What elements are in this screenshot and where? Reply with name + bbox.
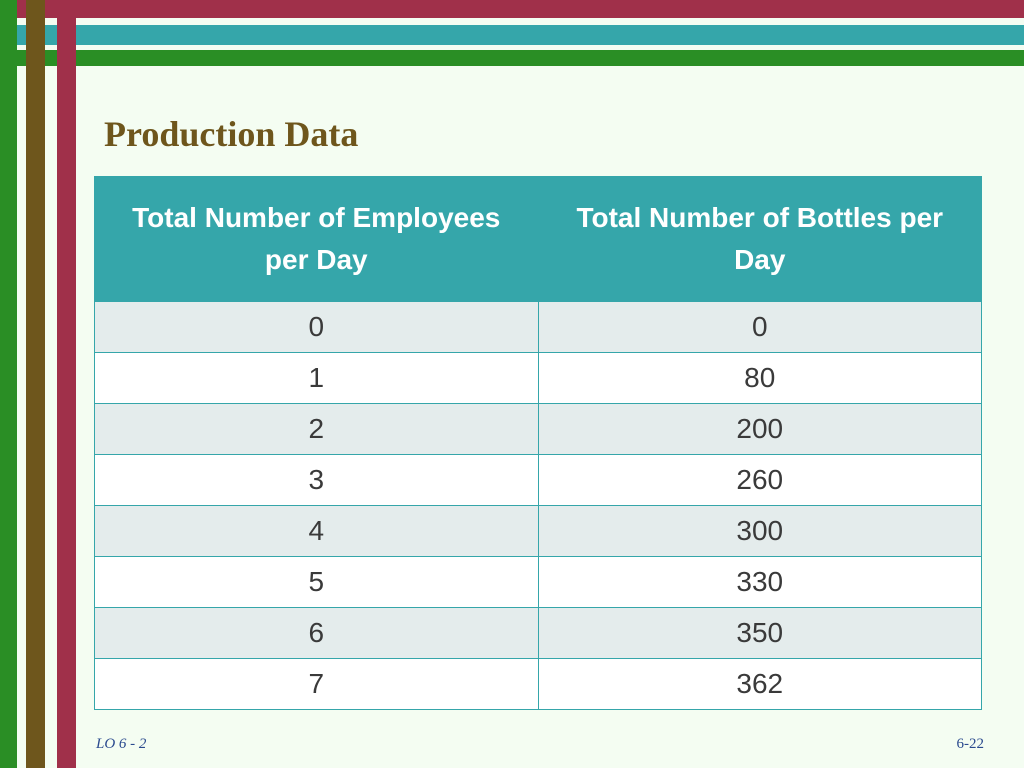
table-row: 3 260	[94, 454, 982, 506]
header-employees: Total Number of Employees per Day	[94, 176, 539, 302]
table-row: 7 362	[94, 658, 982, 710]
left-olive-stripe	[26, 0, 45, 768]
cell-employees: 0	[94, 301, 539, 353]
cell-employees: 6	[94, 607, 539, 659]
table-row: 1 80	[94, 352, 982, 404]
cell-bottles: 300	[537, 505, 982, 557]
learning-objective-label: LO 6 - 2	[96, 736, 147, 752]
production-table: Total Number of Employees per Day Total …	[94, 176, 982, 710]
table-row: 0 0	[94, 301, 982, 353]
top-crimson-stripe	[0, 0, 1024, 18]
top-teal-stripe	[16, 25, 1024, 45]
table-row: 5 330	[94, 556, 982, 608]
cell-employees: 1	[94, 352, 539, 404]
cell-bottles: 260	[537, 454, 982, 506]
table-row: 6 350	[94, 607, 982, 659]
cell-bottles: 330	[537, 556, 982, 608]
cell-bottles: 0	[537, 301, 982, 353]
cell-bottles: 362	[537, 658, 982, 710]
slide-title: Production Data	[104, 114, 359, 154]
slide-number: 6-22	[956, 736, 985, 752]
table-row: 2 200	[94, 403, 982, 455]
table-header-row: Total Number of Employees per Day Total …	[94, 176, 982, 302]
header-bottles: Total Number of Bottles per Day	[537, 176, 982, 302]
cell-employees: 3	[94, 454, 539, 506]
left-crimson-stripe	[57, 0, 76, 768]
left-green-stripe	[0, 0, 17, 768]
cell-employees: 5	[94, 556, 539, 608]
cell-bottles: 200	[537, 403, 982, 455]
cell-bottles: 350	[537, 607, 982, 659]
table-row: 4 300	[94, 505, 982, 557]
cell-employees: 7	[94, 658, 539, 710]
top-green-stripe	[16, 50, 1024, 66]
cell-employees: 4	[94, 505, 539, 557]
cell-bottles: 80	[537, 352, 982, 404]
cell-employees: 2	[94, 403, 539, 455]
